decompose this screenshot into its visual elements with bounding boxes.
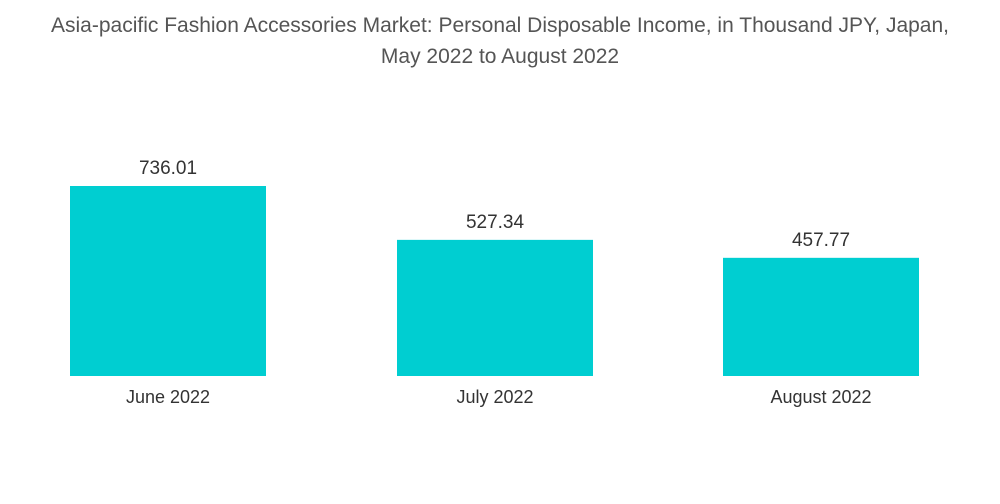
x-tick-label-0: June 2022 [126,387,210,407]
x-tick-label-2: August 2022 [770,387,871,407]
bar-0 [70,186,266,376]
bar-2 [723,257,919,376]
x-tick-label-1: July 2022 [456,387,533,407]
data-label-0: 736.01 [139,158,197,179]
data-label-1: 527.34 [466,212,525,233]
chart-title: Asia-pacific Fashion Accessories Market:… [50,14,950,68]
bar-1 [397,239,593,376]
data-label-2: 457.77 [792,230,850,251]
